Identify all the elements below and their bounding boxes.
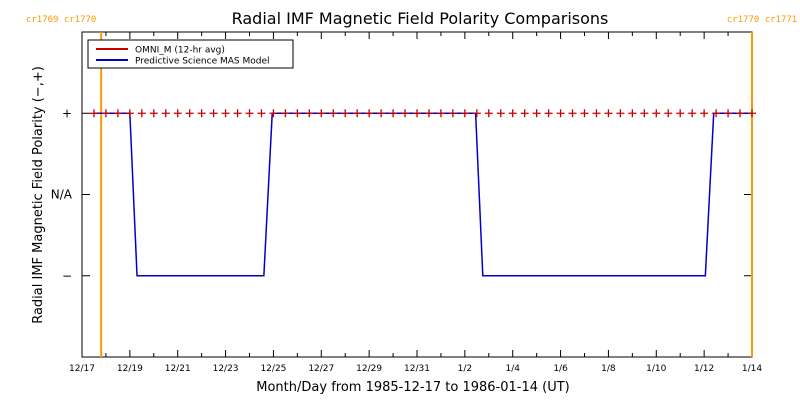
omni-data-point — [676, 109, 685, 118]
omni-data-point — [628, 109, 637, 118]
omni-data-point — [233, 109, 242, 118]
omni-data-point — [125, 109, 134, 118]
omni-data-point — [293, 109, 302, 118]
legend-label: Predictive Science MAS Model — [135, 57, 270, 67]
omni-data-point — [724, 109, 733, 118]
omni-data-point — [424, 109, 433, 118]
omni-data-point — [592, 109, 601, 118]
omni-data-point — [532, 109, 541, 118]
omni-data-point — [149, 109, 158, 118]
omni-data-point — [700, 109, 709, 118]
omni-data-point — [520, 109, 529, 118]
omni-data-point — [748, 109, 756, 118]
omni-data-point — [460, 109, 469, 118]
omni-data-point — [544, 109, 553, 118]
omni-data-point — [137, 109, 146, 118]
omni-data-point — [616, 109, 625, 118]
omni-data-point — [245, 109, 254, 118]
omni-data-point — [568, 109, 577, 118]
omni-data-point — [448, 109, 457, 118]
omni-data-point — [197, 109, 206, 118]
y-tick-label: N/A — [51, 188, 73, 202]
omni-data-point — [508, 109, 517, 118]
omni-data-point — [185, 109, 194, 118]
omni-data-point — [580, 109, 589, 118]
omni-data-point — [496, 109, 505, 118]
x-tick-label: 12/19 — [117, 364, 143, 374]
omni-data-point — [221, 109, 230, 118]
omni-data-point — [472, 109, 481, 118]
carrington-marker-label: cr1769 cr1770 — [26, 15, 96, 25]
omni-data-point — [161, 109, 170, 118]
x-tick-label: 1/14 — [742, 364, 762, 374]
x-tick-label: 1/6 — [553, 364, 568, 374]
omni-data-point — [173, 109, 182, 118]
x-tick-label: 1/10 — [646, 364, 666, 374]
omni-data-point — [269, 109, 278, 118]
x-axis-label: Month/Day from 1985-12-17 to 1986-01-14 … — [256, 380, 569, 395]
omni-data-point — [305, 109, 314, 118]
x-tick-label: 12/25 — [260, 364, 286, 374]
plot-area: 12/17 12/19 12/21 12/23 12/25 12/27 12/29 12/31… — [26, 15, 797, 374]
omni-data-point — [365, 109, 374, 118]
omni-data-point — [317, 109, 326, 118]
chart-title: Radial IMF Magnetic Field Polarity Compa… — [232, 9, 609, 28]
omni-data-point — [712, 109, 721, 118]
omni-data-point — [329, 109, 338, 118]
omni-data-point — [436, 109, 445, 118]
x-tick-label: 12/23 — [213, 364, 239, 374]
omni-data-point — [353, 109, 362, 118]
omni-data-point — [413, 109, 421, 118]
omni-data-point — [736, 109, 745, 118]
omni-data-point — [113, 109, 122, 118]
omni-data-point — [604, 109, 613, 118]
omni-data-point — [652, 109, 661, 118]
x-tick-label: 1/12 — [694, 364, 714, 374]
omni-data-point — [209, 109, 218, 118]
x-tick-label: 12/21 — [165, 364, 191, 374]
x-tick-label: 1/4 — [505, 364, 520, 374]
y-axis-label: Radial IMF Magnetic Field Polarity (−,+) — [31, 66, 46, 324]
x-tick-label: 12/27 — [308, 364, 334, 374]
omni-data-point — [281, 109, 290, 118]
omni-data-point — [556, 109, 565, 118]
x-tick-label: 12/17 — [69, 364, 95, 374]
x-tick-label: 12/29 — [356, 364, 382, 374]
carrington-marker-label: cr1770 cr1771 — [727, 15, 797, 25]
y-tick-label: − — [62, 269, 72, 283]
omni-data-point — [640, 109, 649, 118]
x-tick-label: 1/8 — [601, 364, 616, 374]
x-tick-label: 1/2 — [458, 364, 472, 374]
omni-data-point — [89, 109, 98, 118]
omni-data-point — [389, 109, 398, 118]
y-tick-label: + — [62, 106, 72, 120]
omni-data-point — [377, 109, 386, 118]
omni-data-point — [341, 109, 350, 118]
omni-data-point — [257, 109, 266, 118]
omni-data-point — [688, 109, 697, 118]
plot-frame — [81, 31, 753, 358]
omni-data-point — [484, 109, 493, 118]
legend-box — [87, 39, 294, 69]
omni-data-point — [664, 109, 673, 118]
legend-label: OMNI_M (12-hr avg) — [135, 46, 225, 56]
omni-data-point — [401, 109, 410, 118]
x-tick-label: 12/31 — [404, 364, 430, 374]
omni-data-point — [101, 109, 110, 118]
mas-model-line — [93, 112, 752, 277]
